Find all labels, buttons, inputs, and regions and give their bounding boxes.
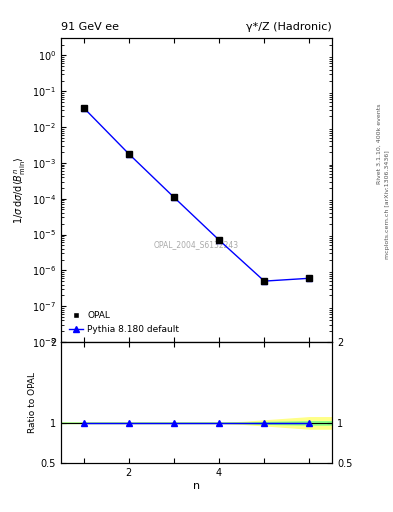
Legend: OPAL, Pythia 8.180 default: OPAL, Pythia 8.180 default [65, 308, 183, 337]
Text: Rivet 3.1.10, 400k events: Rivet 3.1.10, 400k events [377, 103, 382, 184]
Text: 91 GeV ee: 91 GeV ee [61, 22, 119, 32]
Y-axis label: Ratio to OPAL: Ratio to OPAL [28, 372, 37, 433]
Y-axis label: $1/\sigma\,\mathrm{d}\sigma/\mathrm{d}\langle B^n_\mathrm{min}\rangle$: $1/\sigma\,\mathrm{d}\sigma/\mathrm{d}\l… [12, 156, 28, 224]
Text: mcplots.cern.ch [arXiv:1306.3436]: mcplots.cern.ch [arXiv:1306.3436] [385, 151, 389, 259]
Text: OPAL_2004_S6132243: OPAL_2004_S6132243 [154, 240, 239, 249]
Text: γ*/Z (Hadronic): γ*/Z (Hadronic) [246, 22, 332, 32]
X-axis label: n: n [193, 481, 200, 491]
